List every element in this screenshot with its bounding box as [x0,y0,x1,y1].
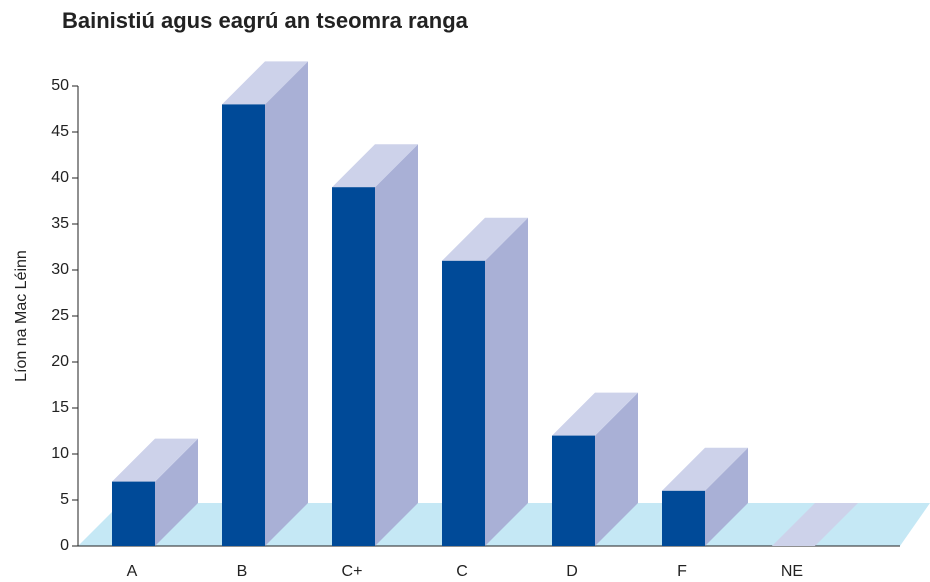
bar-top [332,144,418,188]
y-tick-label: 50 [51,77,69,94]
y-tick-label: 35 [51,215,69,232]
y-axis-label: Líon na Mac Léinn [13,250,30,382]
y-tick-label: 25 [51,307,69,324]
bar [662,490,705,546]
y-tick-label: 20 [51,353,69,370]
bar [112,481,155,546]
x-tick-label: C+ [342,563,363,580]
x-tick-label: NE [781,563,803,580]
bar-side [265,61,308,547]
chart-title: Bainistiú agus eagrú an tseomra ranga [62,8,469,33]
bar-top [442,217,528,261]
x-tick-label: A [127,563,138,580]
y-tick-label: 10 [51,445,69,462]
x-tick-label: D [566,563,578,580]
bar-side [485,217,528,547]
x-tick-label: C [456,563,468,580]
y-tick-label: 5 [60,491,69,508]
y-tick-label: 30 [51,261,69,278]
bar-top [552,392,638,436]
y-tick-label: 45 [51,123,69,140]
bar-top [222,61,308,105]
bar-top [112,438,198,482]
bar-side [705,447,748,546]
bar-top [772,503,858,546]
bar [442,260,485,546]
x-tick-label: B [237,563,248,580]
bar [222,104,265,547]
bar-side [155,438,198,546]
bar-side [595,392,638,546]
bar-top [662,447,748,491]
y-tick-label: 15 [51,399,69,416]
x-tick-label: F [677,563,687,580]
y-tick-label: 0 [60,537,69,554]
bar [332,187,375,546]
bar [552,435,595,546]
y-tick-label: 40 [51,169,69,186]
bar-side [375,144,418,546]
